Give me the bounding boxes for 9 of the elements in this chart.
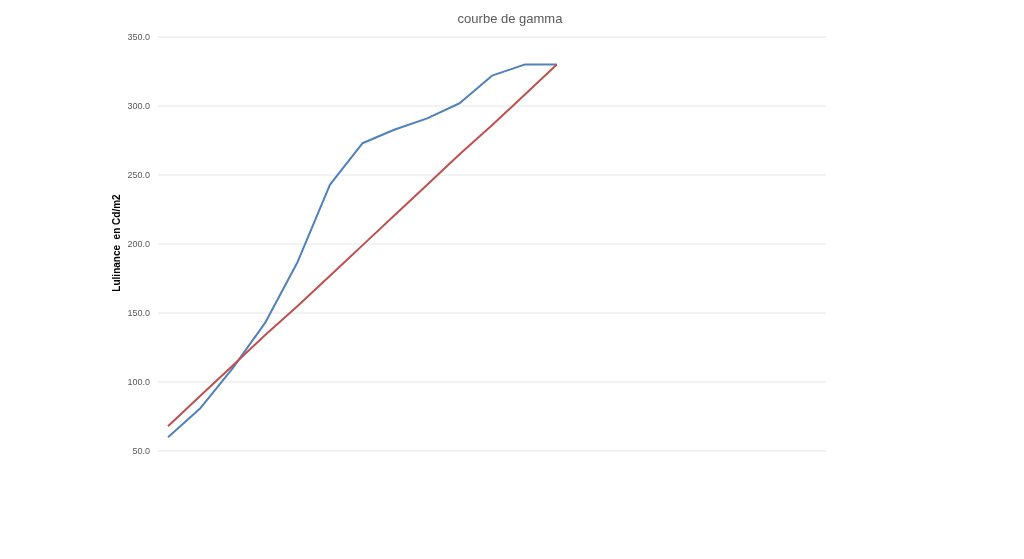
y-tick-label: 50.0 bbox=[132, 446, 150, 457]
y-tick-label: 100.0 bbox=[127, 377, 150, 388]
y-tick-label: 300.0 bbox=[127, 101, 150, 112]
y-tick-label: 200.0 bbox=[127, 239, 150, 250]
y-tick-label: 350.0 bbox=[127, 32, 150, 43]
y-axis-title: Lulinance en Cd/m2 bbox=[111, 193, 122, 292]
y-tick-label: 250.0 bbox=[127, 170, 150, 181]
y-tick-label: 150.0 bbox=[127, 308, 150, 319]
chart-title: courbe de gamma bbox=[456, 11, 564, 26]
